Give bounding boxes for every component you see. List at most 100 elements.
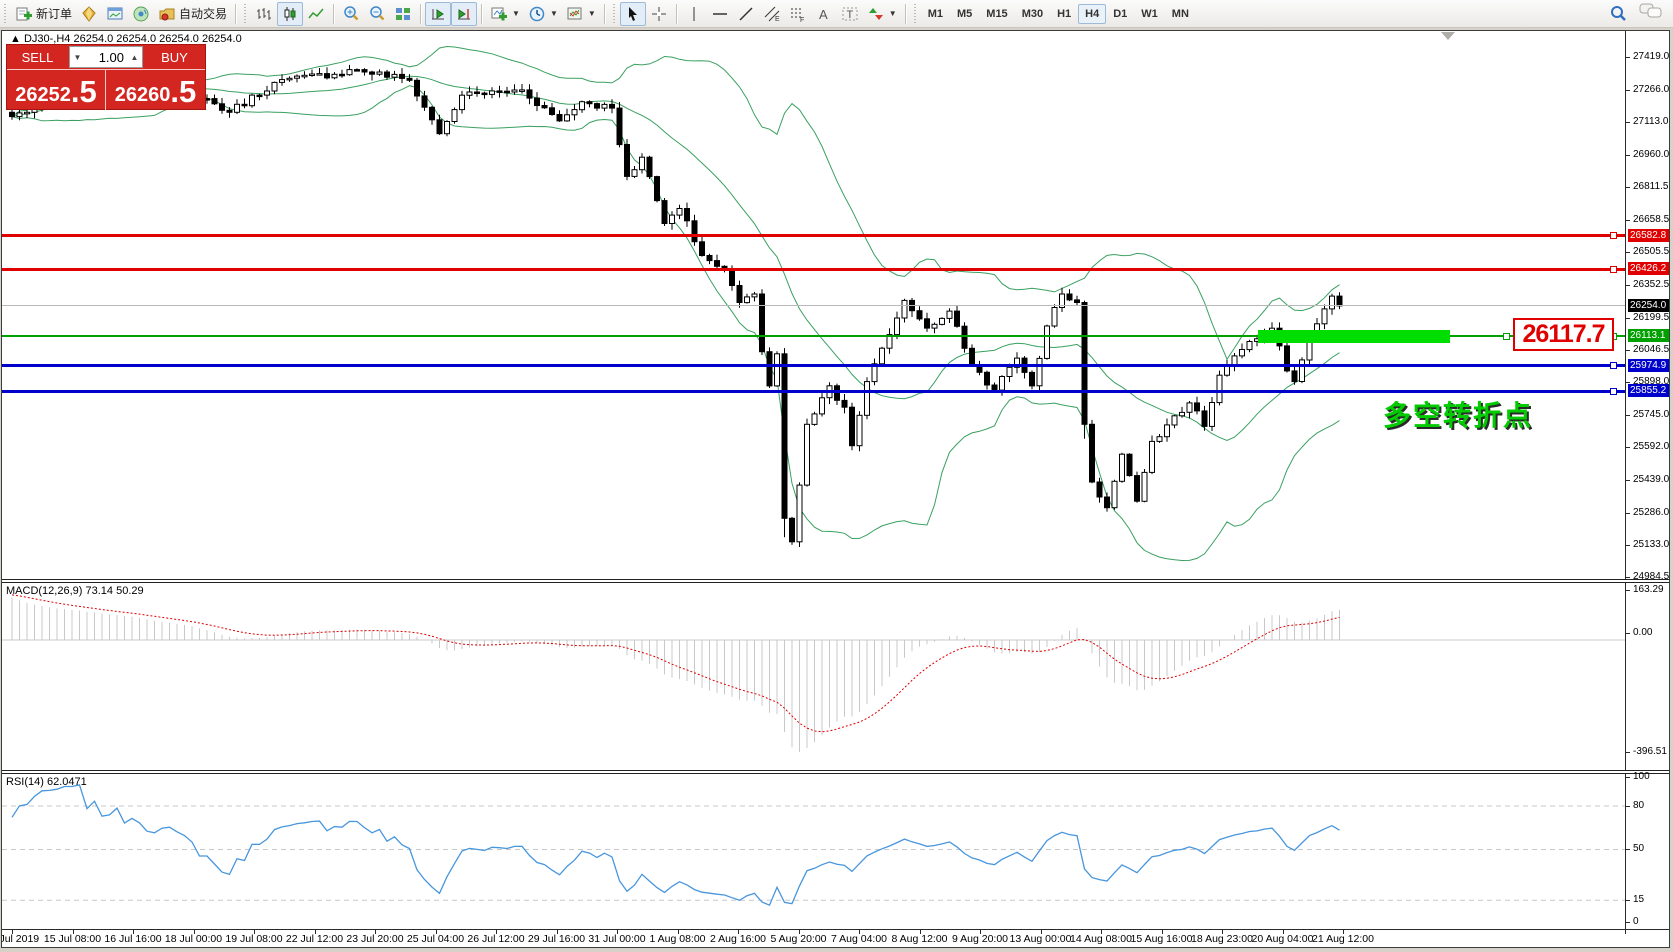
timeframe-button-m5[interactable]: M5 [957, 7, 973, 20]
price-axis-badge: 25855.2 [1628, 384, 1669, 397]
price-tick-label: 25898.0 [1633, 376, 1670, 387]
text-button[interactable]: A [811, 2, 837, 26]
timeframe-button-m15[interactable]: M15 [986, 7, 1008, 20]
horizontal-level-line[interactable] [2, 268, 1625, 271]
horizontal-level-line[interactable] [2, 234, 1625, 237]
auto-scroll-icon [429, 5, 447, 23]
bar-chart-icon [255, 5, 273, 23]
vertical-line-button[interactable] [681, 2, 707, 26]
chart-window[interactable]: ▲ DJ30-,H4 26254.0 26254.0 26254.0 26254… [1, 30, 1670, 948]
equidistant-channel-button[interactable]: E [759, 2, 785, 26]
crosshair-button[interactable] [646, 2, 672, 26]
level-anchor-square[interactable] [1610, 388, 1617, 395]
timeframe-button-h4[interactable]: H4 [1078, 3, 1107, 24]
periods-button[interactable]: ▼ [524, 2, 562, 26]
line-chart-button[interactable] [303, 2, 329, 26]
axis-tick-mark [1626, 57, 1630, 58]
templates-button[interactable]: ▼ [562, 2, 600, 26]
level-anchor-square[interactable] [1610, 362, 1617, 369]
sell-button[interactable]: SELL [21, 49, 54, 65]
time-tick-mark [919, 930, 921, 934]
time-tick-label: 21 Aug 12:00 [1312, 933, 1374, 945]
zoom-out-button[interactable] [364, 2, 390, 26]
text-label-icon: T [841, 5, 859, 23]
price-tick-label: 25592.0 [1633, 441, 1670, 452]
tile-windows-button[interactable] [390, 2, 416, 26]
rsi-line [11, 784, 1340, 907]
macd-panel[interactable] [2, 582, 1625, 770]
timeframe-button-h1[interactable]: H1 [1057, 7, 1072, 20]
price-callout-label[interactable]: 26117.7 [1513, 318, 1614, 351]
timeframe-button-d1[interactable]: D1 [1113, 7, 1128, 20]
sell-price[interactable]: 26252.5 [7, 70, 106, 110]
search-icon[interactable] [1609, 4, 1629, 24]
chart-window-button[interactable] [102, 2, 128, 26]
timeframe-button-m1[interactable]: M1 [927, 7, 943, 20]
dropdown-caret: ▼ [587, 9, 596, 18]
time-tick-mark [1282, 930, 1284, 934]
time-tick-label: 13 Aug 00:00 [1009, 933, 1072, 945]
auto-scroll-button[interactable] [425, 1, 452, 26]
price-tick-label: 100 [1633, 771, 1650, 782]
chart-shift-button[interactable] [451, 1, 478, 26]
price-tick-label: 25745.0 [1633, 409, 1670, 420]
volume-decrease-button[interactable]: ▼ [73, 52, 82, 62]
time-tick-label: 15 Jul 08:00 [43, 933, 102, 945]
bollinger-upper-band [11, 45, 1340, 361]
rsi-panel[interactable] [2, 773, 1625, 929]
gem-tool-button[interactable] [76, 2, 102, 26]
toolbar-separator [333, 3, 335, 24]
macd-value: 73.14 [85, 585, 114, 597]
horizontal-level-line[interactable] [2, 390, 1625, 393]
buy-price[interactable]: 26260.5 [106, 70, 205, 110]
time-tick-mark [435, 930, 437, 934]
timeframe-button-m30[interactable]: M30 [1021, 7, 1044, 20]
panel-separator[interactable] [2, 579, 1669, 583]
main-price-chart[interactable] [2, 31, 1625, 579]
trendline-button[interactable] [733, 2, 759, 26]
horizontal-level-line[interactable] [2, 335, 1625, 337]
text-label-button[interactable]: T [837, 2, 863, 26]
time-tick-label: 26 Jul 12:00 [467, 933, 525, 945]
zoom-in-button[interactable] [338, 2, 364, 26]
arrows-button[interactable]: ▼ [863, 2, 901, 26]
axis-tick-mark [1626, 545, 1630, 546]
candlestick-chart-button[interactable] [277, 1, 304, 26]
signals-button[interactable] [128, 2, 154, 26]
highlight-zone[interactable] [1258, 330, 1450, 343]
price-axis-line [1625, 31, 1626, 934]
dropdown-caret: ▼ [549, 9, 558, 18]
panel-separator[interactable] [2, 770, 1669, 774]
new-order-button[interactable]: 新订单 [11, 2, 76, 26]
level-anchor-square[interactable] [1610, 266, 1617, 273]
price-axis[interactable]: 27419.0 27266.0 27113.0 26960.0 26811.5 26658… [1626, 31, 1669, 934]
scroll-end-marker-icon[interactable] [1441, 32, 1455, 40]
toolbar-grip[interactable] [243, 3, 249, 24]
timeframe-button-mn[interactable]: MN [1171, 7, 1189, 20]
toolbar-separator [235, 3, 237, 24]
chat-icon[interactable] [1639, 1, 1663, 26]
sell-price-main: 26252 [15, 84, 71, 106]
price-tick-label: 50 [1633, 843, 1645, 854]
callout-anchor-square[interactable] [1503, 333, 1510, 340]
timeframe-button-w1[interactable]: W1 [1141, 7, 1158, 20]
indicators-button[interactable]: ▼ [486, 2, 524, 26]
level-anchor-square[interactable] [1610, 232, 1617, 239]
toolbar-grip[interactable] [3, 3, 8, 24]
cursor-button[interactable] [619, 1, 646, 26]
axis-tick-mark [1626, 187, 1630, 188]
autotrading-button[interactable]: 自动交易 [154, 2, 231, 26]
chart-annotation-text[interactable]: 多空转折点 [1383, 400, 1534, 431]
volume-value[interactable]: 1.00 [98, 49, 124, 65]
toolbar-separator [675, 3, 677, 24]
horizontal-level-line[interactable] [2, 364, 1625, 367]
toolbar-separator [420, 3, 422, 24]
volume-increase-button[interactable]: ▲ [130, 52, 139, 62]
toolbar-grip[interactable] [912, 3, 918, 24]
toolbar-grip[interactable] [611, 3, 617, 24]
buy-button[interactable]: BUY [161, 49, 188, 65]
horizontal-line-button[interactable] [707, 2, 733, 26]
fibonacci-button[interactable]: F [785, 2, 811, 26]
bar-chart-button[interactable] [251, 2, 277, 26]
